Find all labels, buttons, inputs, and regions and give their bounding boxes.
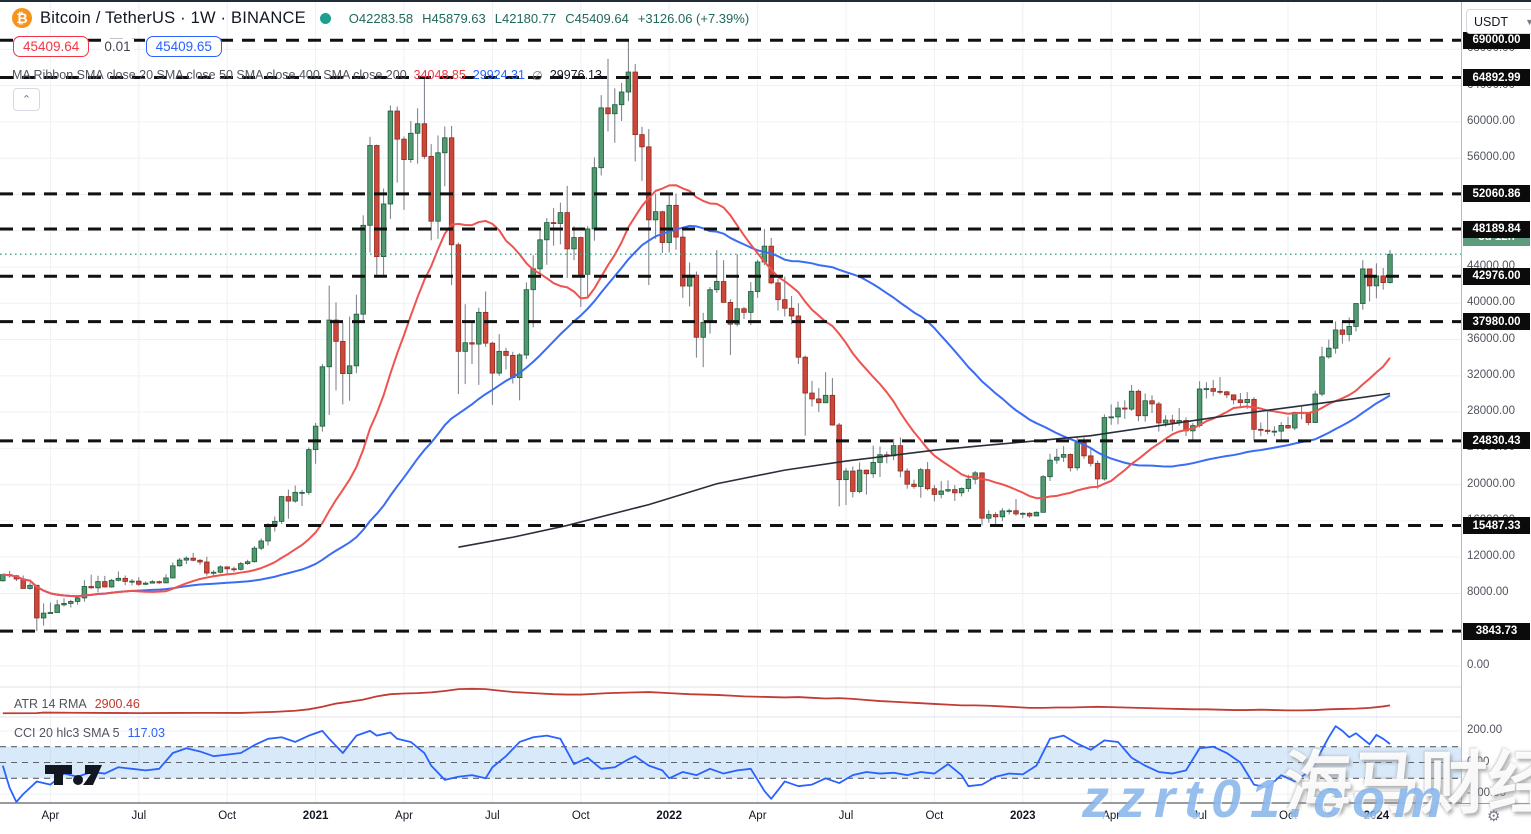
ma-ribbon-sma50-value: 29924.31 [472,68,525,82]
x-axis-label: 2023 [1010,810,1036,822]
price-axis-label: 36000.00 [1467,332,1515,345]
price-axis-label: 20000.00 [1467,477,1515,490]
cci-line [1,725,1391,803]
chart-legend: ₿ Bitcoin / TetherUS · 1W · BINANCE O422… [12,8,749,28]
sma20-layer [2,184,1391,598]
sma200-layer [458,392,1391,548]
price-axis-label: 40000.00 [1467,296,1515,309]
currency-selector[interactable]: USDT ▼ [1466,9,1531,34]
price-axis-label: 60000.00 [1467,114,1515,127]
price-axis-label: 0.00 [1467,659,1490,671]
ma-ribbon-sma400-value: ∅ [531,69,543,83]
cci-layer [0,725,1461,803]
separators [0,686,1531,804]
x-axis-label: Oct [925,810,944,822]
sma20-line [2,184,1391,598]
bitcoin-logo-icon: ₿ [12,8,32,28]
market-status-dot-icon [319,12,331,24]
cci-legend[interactable]: CCI 20 hlc3 SMA 5 117.03 [14,726,165,740]
price-axis-label: 28000.00 [1467,405,1515,418]
price-axis-label: 12000.00 [1467,550,1515,563]
cci-label: CCI 20 hlc3 SMA 5 [14,726,120,740]
atr-label: ATR 14 RMA [14,697,87,711]
cci-axis-label: -200.00 [1467,787,1507,800]
price-lines-layer [0,38,1461,633]
x-axis-label: Jul [1192,810,1207,822]
x-axis-label: Apr [1102,810,1121,822]
price-level-badge[interactable]: 42976.00 [1463,267,1530,285]
x-axis-label: Oct [1279,810,1297,822]
price-axis-label: 56000.00 [1467,151,1515,164]
currency-label: USDT [1474,14,1509,29]
x-axis-label: 2024 [1363,810,1390,822]
x-axis-label: Apr [395,810,413,822]
ohlc-change: +3126.06 (+7.39%) [637,10,750,26]
x-axis-label: Jul [485,810,500,822]
ohlc-low: L42180.77 [494,10,557,26]
price-level-badge[interactable]: 37980.00 [1463,313,1530,331]
ma-ribbon-sma20-value: 34048.85 [413,68,466,82]
top-border [0,0,1531,2]
bid-price-button[interactable]: 45409.64 [13,36,90,57]
tradingview-logo[interactable] [44,764,116,786]
price-axis-label: 32000.00 [1467,368,1515,381]
price-level-badge[interactable]: 52060.86 [1463,185,1530,203]
ma-ribbon-label: MA Ribbon SMA close 20 SMA close 50 SMA … [12,68,407,82]
price-level-badge[interactable]: 48189.84 [1463,220,1530,238]
spread-value: 0.01 [101,39,134,54]
axis-settings-gear-icon[interactable]: ⚙ [1487,808,1501,825]
x-axis-label: Jul [838,810,854,822]
x-axis-label: 2021 [302,810,329,822]
collapse-legend-button[interactable]: ⌃ [13,88,40,111]
x-axis-label: Oct [218,810,237,822]
price-level-badge[interactable]: 24830.43 [1463,432,1530,450]
price-axis-label: 8000.00 [1467,586,1509,599]
bid-ask-row: 45409.64 0.01 45409.65 [13,36,222,57]
atr-value: 2900.46 [94,697,140,711]
x-axis-label: Oct [571,810,590,822]
ohlc-readout: O42283.58 H45879.63 L42180.77 C45409.64 … [349,11,749,26]
candles-layer [0,40,1393,632]
watermark-url: zzrt01.com [1082,769,1452,829]
ma-ribbon-sma200-value: 29976.13 [549,68,602,82]
x-axis-label: Jul [131,810,147,822]
price-level-badge[interactable]: 15487.33 [1463,517,1530,535]
chevron-down-icon: ▼ [1525,16,1531,27]
price-level-badge[interactable]: 64892.99 [1463,69,1530,87]
cci-axis-label: 200.00 [1467,723,1503,736]
symbol-title[interactable]: Bitcoin / TetherUS · 1W · BINANCE [40,8,306,27]
atr-layer [2,687,1391,715]
ma-ribbon-legend[interactable]: MA Ribbon SMA close 20 SMA close 50 SMA … [12,68,602,83]
price-level-badge[interactable]: 69000.00 [1463,31,1530,49]
sma200-line [458,392,1391,548]
chevron-up-icon: ⌃ [21,94,32,106]
ask-price-button[interactable]: 45409.65 [145,36,222,57]
ohlc-high: H45879.63 [422,10,486,26]
x-axis-label: Apr [41,810,60,822]
x-axis-label: 2022 [656,810,682,822]
cci-axis-label: 0.00 [1467,755,1490,768]
ohlc-open: O42283.58 [348,10,414,26]
cci-value: 117.03 [127,726,165,740]
sma50-layer [2,224,1391,598]
ohlc-close: C45409.64 [565,10,629,26]
atr-line [2,687,1391,715]
atr-legend[interactable]: ATR 14 RMA 2900.46 [14,697,140,711]
sma50-line [2,224,1391,598]
x-axis-label: Apr [748,810,767,822]
price-axis[interactable] [1461,2,1531,803]
price-level-badge[interactable]: 3843.73 [1463,622,1530,640]
watermark-chinese: 海马财经 [1284,746,1531,822]
